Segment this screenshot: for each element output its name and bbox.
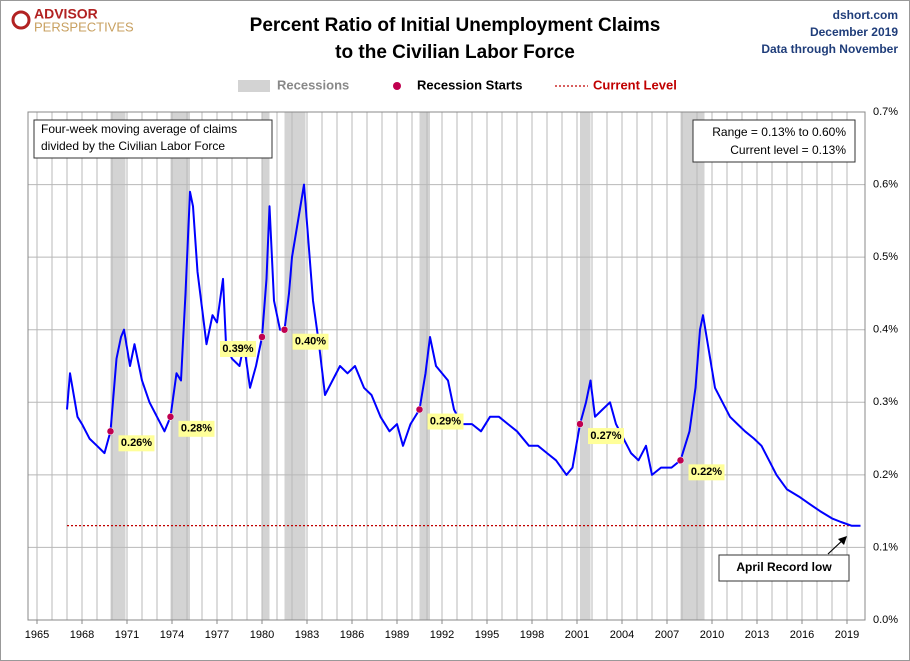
x-tick-label: 2019 bbox=[835, 629, 859, 641]
x-tick-label: 2016 bbox=[790, 629, 814, 641]
y-tick-label: 0.4% bbox=[873, 324, 898, 336]
data-label: 0.40% bbox=[295, 336, 326, 348]
data-label: 0.39% bbox=[222, 343, 253, 355]
source: dshort.com bbox=[833, 8, 898, 22]
label-bg bbox=[220, 340, 256, 357]
recession-band bbox=[170, 112, 190, 620]
x-tick-label: 1992 bbox=[430, 629, 454, 641]
recession-start bbox=[576, 420, 584, 428]
recession-band bbox=[580, 112, 591, 620]
label-bg bbox=[427, 413, 464, 430]
recession-band bbox=[419, 112, 430, 620]
note: divided by the Civilian Labor Force bbox=[41, 139, 225, 153]
recession-start bbox=[258, 333, 266, 341]
label-bg bbox=[688, 464, 725, 481]
range-box bbox=[692, 119, 856, 163]
x-tick-label: 2004 bbox=[610, 629, 634, 641]
x-tick-label: 1974 bbox=[160, 629, 184, 641]
x-tick-label: 1989 bbox=[385, 629, 409, 641]
x-tick-label: 1998 bbox=[520, 629, 544, 641]
y-tick-label: 0.7% bbox=[873, 106, 898, 118]
source: December 2019 bbox=[810, 25, 898, 39]
x-tick-label: 2010 bbox=[700, 629, 724, 641]
data-label: 0.28% bbox=[181, 423, 212, 435]
x-tick-label: 1968 bbox=[70, 629, 94, 641]
source: Data through November bbox=[761, 42, 898, 56]
recession-start bbox=[415, 405, 424, 414]
y-tick-label: 0.6% bbox=[873, 178, 898, 190]
x-tick-label: 1971 bbox=[115, 629, 139, 641]
note: Four-week moving average of claims bbox=[41, 122, 237, 136]
label-bg bbox=[118, 435, 155, 452]
y-tick-label: 0.0% bbox=[873, 614, 898, 626]
data-line bbox=[66, 183, 861, 527]
data-label: 0.26% bbox=[121, 437, 152, 449]
range-text: Range = 0.13% to 0.60% bbox=[712, 125, 846, 139]
label-bg bbox=[292, 333, 329, 350]
chart-title: to the Civilian Labor Force bbox=[335, 42, 575, 63]
y-tick-label: 0.3% bbox=[873, 396, 898, 408]
legend-label: Current Level bbox=[593, 77, 677, 92]
x-tick-label: 1983 bbox=[295, 629, 319, 641]
x-tick-label: 1986 bbox=[340, 629, 364, 641]
data-label: 0.29% bbox=[430, 415, 461, 427]
x-tick-label: 1977 bbox=[205, 629, 229, 641]
legend-label: Recessions bbox=[277, 77, 349, 92]
plot-border bbox=[27, 111, 866, 621]
data-label: 0.22% bbox=[691, 466, 722, 478]
chart-title: Percent Ratio of Initial Unemployment Cl… bbox=[250, 15, 661, 36]
note-box bbox=[33, 119, 273, 159]
y-tick-label: 0.1% bbox=[873, 541, 898, 553]
recession-start bbox=[166, 413, 175, 421]
recession-start bbox=[280, 325, 289, 334]
recession-start bbox=[676, 456, 685, 465]
x-tick-label: 1995 bbox=[475, 629, 499, 641]
record-text: April Record low bbox=[736, 560, 832, 574]
record-box bbox=[718, 554, 850, 582]
recession-band bbox=[262, 112, 270, 620]
legend-swatch bbox=[238, 80, 270, 92]
x-tick-label: 2013 bbox=[745, 629, 769, 641]
record-arrowhead bbox=[838, 536, 847, 545]
recession-band bbox=[284, 112, 306, 620]
recession-band bbox=[110, 112, 126, 620]
label-bg bbox=[588, 428, 624, 445]
legend-swatch bbox=[393, 82, 401, 90]
x-tick-label: 1965 bbox=[25, 629, 49, 641]
data-label: 0.27% bbox=[590, 430, 621, 442]
x-tick-label: 2007 bbox=[655, 629, 679, 641]
legend-label: Recession Starts bbox=[417, 77, 523, 92]
recession-start bbox=[106, 427, 115, 436]
logo-text: PERSPECTIVES bbox=[34, 19, 134, 34]
y-tick-label: 0.2% bbox=[873, 469, 898, 481]
label-bg bbox=[178, 420, 215, 437]
range-text: Current level = 0.13% bbox=[730, 143, 846, 157]
recession-band bbox=[680, 112, 705, 620]
x-tick-label: 2001 bbox=[565, 629, 589, 641]
logo-text: ADVISOR bbox=[34, 6, 98, 22]
logo-icon bbox=[11, 10, 31, 30]
x-tick-label: 1980 bbox=[250, 629, 274, 641]
y-tick-label: 0.5% bbox=[873, 251, 898, 263]
